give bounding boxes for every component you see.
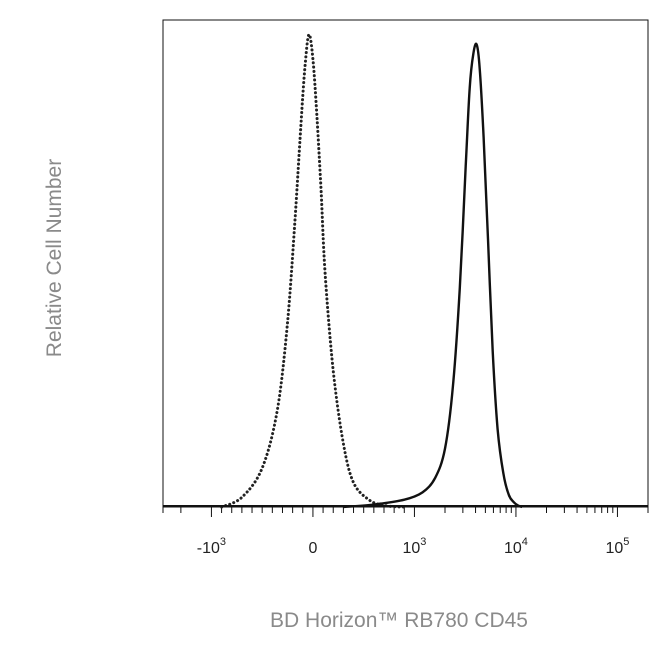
x-tick-labels: -103 0 103 104 105 <box>197 536 630 557</box>
x-tick-label: 103 <box>402 536 426 557</box>
x-tick-label: -103 <box>197 536 226 557</box>
x-axis-ticks <box>162 507 649 517</box>
unstained-control-curve <box>220 33 406 509</box>
histogram-curves <box>163 33 648 509</box>
x-axis-title: BD Horizon™ RB780 CD45 <box>270 609 528 632</box>
y-axis-title: Relative Cell Number <box>43 159 66 357</box>
x-tick-label: 105 <box>605 536 629 557</box>
x-tick-label: 0 <box>308 540 317 557</box>
x-tick-label: 104 <box>504 536 528 557</box>
plot-frame <box>162 19 649 508</box>
stained-sample-curve <box>343 42 523 509</box>
